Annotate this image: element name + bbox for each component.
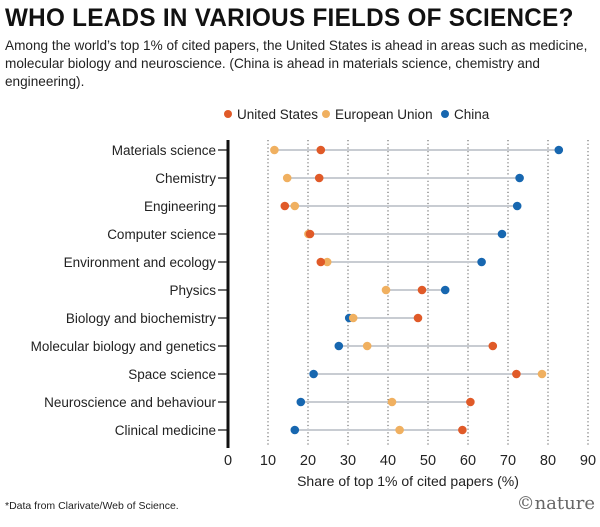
data-point bbox=[512, 201, 522, 211]
data-point bbox=[466, 397, 475, 407]
data-point bbox=[417, 285, 427, 295]
category-label: Engineering bbox=[144, 199, 216, 214]
category-label: Biology and biochemistry bbox=[66, 311, 216, 326]
category-label: Neuroscience and behaviour bbox=[44, 395, 216, 410]
data-point bbox=[290, 201, 300, 211]
data-point bbox=[387, 397, 397, 407]
x-tick-label: 90 bbox=[580, 453, 596, 469]
data-point bbox=[290, 425, 300, 435]
data-point bbox=[309, 369, 318, 379]
x-tick-label: 40 bbox=[380, 453, 396, 469]
legend-marker bbox=[322, 110, 330, 118]
x-tick-label: 50 bbox=[420, 453, 436, 469]
legend-label: China bbox=[454, 107, 490, 122]
data-point bbox=[554, 145, 564, 155]
legend-marker bbox=[224, 110, 232, 118]
chart-title: WHO LEADS IN VARIOUS FIELDS OF SCIENCE? bbox=[5, 4, 574, 32]
data-point bbox=[280, 201, 290, 211]
nature-logo: ©nature bbox=[516, 493, 595, 514]
x-tick-label: 70 bbox=[500, 453, 516, 469]
data-point bbox=[316, 257, 326, 267]
footnote: *Data from Clarivate/Web of Science. bbox=[5, 500, 179, 512]
chart-subtitle: Among the world’s top 1% of cited papers… bbox=[5, 38, 588, 89]
data-point bbox=[348, 313, 358, 323]
data-point bbox=[440, 285, 450, 295]
data-point bbox=[458, 425, 467, 435]
data-point bbox=[305, 229, 315, 239]
data-point bbox=[296, 397, 306, 407]
category-label: Environment and ecology bbox=[64, 255, 217, 270]
data-point bbox=[497, 229, 507, 239]
category-label: Computer science bbox=[107, 227, 216, 242]
category-label: Physics bbox=[169, 283, 216, 298]
x-tick-label: 80 bbox=[540, 453, 556, 469]
data-point bbox=[537, 369, 547, 379]
category-label: Chemistry bbox=[155, 171, 216, 186]
category-label: Space science bbox=[128, 367, 216, 382]
data-point bbox=[334, 341, 344, 351]
data-point bbox=[282, 173, 292, 183]
data-point bbox=[314, 173, 324, 183]
legend-marker bbox=[441, 110, 449, 118]
data-point bbox=[270, 145, 279, 155]
data-point bbox=[413, 313, 423, 323]
category-label: Materials science bbox=[112, 143, 216, 158]
data-point bbox=[488, 341, 498, 351]
x-tick-label: 30 bbox=[340, 453, 356, 469]
data-point bbox=[515, 173, 524, 183]
x-axis-label: Share of top 1% of cited papers (%) bbox=[297, 473, 519, 489]
x-tick-label: 20 bbox=[300, 453, 316, 469]
data-point bbox=[322, 257, 332, 267]
legend-label: European Union bbox=[335, 107, 433, 122]
x-tick-label: 10 bbox=[260, 453, 276, 469]
data-point bbox=[362, 341, 372, 351]
data-point bbox=[395, 425, 404, 435]
category-label: Molecular biology and genetics bbox=[31, 339, 217, 354]
legend-label: United States bbox=[237, 107, 318, 122]
data-point bbox=[316, 145, 326, 155]
data-point bbox=[512, 369, 521, 379]
data-point bbox=[381, 285, 391, 295]
data-point bbox=[477, 257, 486, 267]
x-tick-label: 0 bbox=[224, 453, 232, 469]
category-label: Clinical medicine bbox=[115, 423, 216, 438]
x-tick-label: 60 bbox=[460, 453, 476, 469]
